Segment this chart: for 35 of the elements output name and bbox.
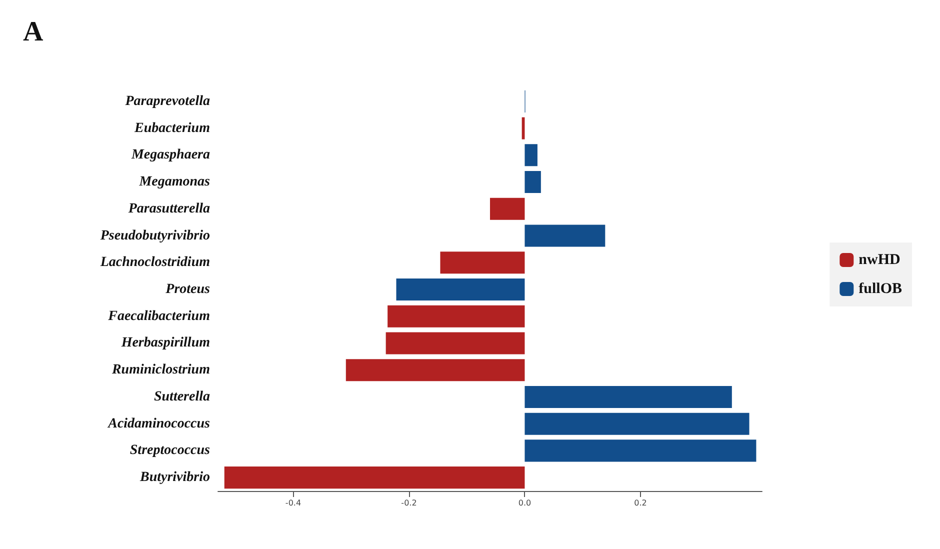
bar xyxy=(388,305,525,328)
bar xyxy=(224,466,525,489)
y-tick-label: Lachnoclostridium xyxy=(99,255,210,270)
y-tick-label: Proteus xyxy=(166,282,211,297)
bar xyxy=(490,198,525,220)
x-tick-label: 0.0 xyxy=(518,498,532,508)
y-tick-label: Streptococcus xyxy=(130,443,211,458)
bar xyxy=(386,332,525,354)
bar xyxy=(524,440,756,462)
y-tick-label: Paraprevotella xyxy=(125,94,210,109)
bar xyxy=(524,412,750,435)
bar xyxy=(440,252,525,274)
bar xyxy=(524,144,538,166)
y-tick-label: Eubacterium xyxy=(134,120,210,136)
chart-title: A xyxy=(23,16,44,48)
x-tick-label: 0.2 xyxy=(634,498,647,508)
y-tick-label: Ruminiclostrium xyxy=(110,362,210,378)
y-tick-label: Pseudobutyrivibrio xyxy=(100,228,210,244)
y-tick-label: Acidaminococcus xyxy=(107,416,211,432)
x-tick-label: -0.4 xyxy=(285,498,302,508)
bar xyxy=(396,278,525,301)
y-tick-label: Sutterella xyxy=(154,389,210,404)
y-tick-label: Parasutterella xyxy=(128,201,210,216)
y-tick-label: Butyrivibrio xyxy=(138,470,210,486)
y-tick-label: Megamonas xyxy=(138,174,211,190)
bar xyxy=(524,386,732,408)
legend-label: nwHD xyxy=(858,252,900,268)
bar xyxy=(524,224,606,247)
y-tick-label: Megasphaera xyxy=(130,148,210,163)
legend-label: fullOB xyxy=(858,281,902,297)
x-tick-label: -0.2 xyxy=(401,498,417,508)
y-tick-label: Herbaspirillum xyxy=(120,336,210,351)
y-tick-label: Faecalibacterium xyxy=(107,308,210,324)
bar xyxy=(524,171,541,194)
bar xyxy=(346,359,525,382)
